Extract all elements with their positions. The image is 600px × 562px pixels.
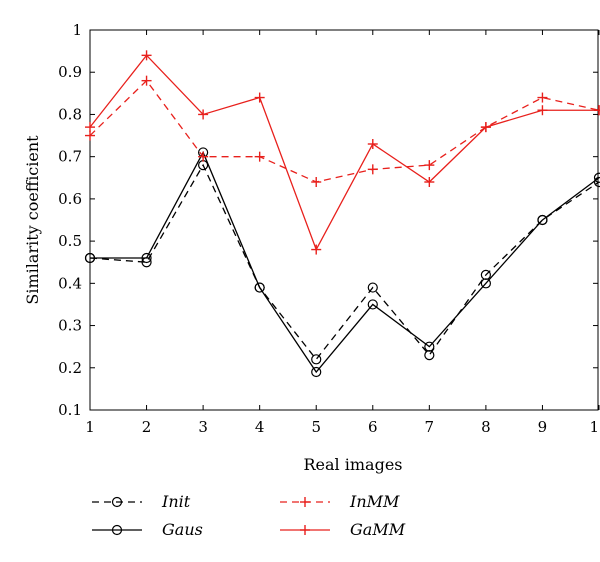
x-tick-label: 10: [589, 418, 600, 436]
x-tick-label: 1: [85, 418, 95, 436]
y-tick-label: 0.2: [58, 359, 82, 377]
data-point-gamm: [537, 105, 547, 115]
x-tick-label: 6: [368, 418, 378, 436]
axis-ticks: 1 2 3 4 5 6 7 8 9 10 0.1 0.2 0.3 0.4 0.5 0.6 0.7 0.8 0.9 1: [58, 21, 600, 436]
series-gamm: [85, 50, 600, 254]
y-tick-label: 1: [72, 21, 82, 39]
x-tick-label: 8: [481, 418, 491, 436]
series-line-inmm: [90, 81, 599, 182]
legend-marker-inmm: [300, 497, 310, 507]
x-tick-label: 4: [255, 418, 265, 436]
y-tick-label: 0.5: [58, 232, 82, 250]
series-line-init: [90, 165, 599, 359]
legend-item-gaus: Gaus: [92, 520, 203, 539]
legend-label-gamm: GaMM: [350, 520, 406, 539]
data-point-inmm: [368, 164, 378, 174]
data-point-inmm: [537, 93, 547, 103]
data-point-gamm: [594, 105, 600, 115]
x-tick-label: 9: [538, 418, 548, 436]
legend-item-inmm: InMM: [280, 492, 400, 511]
data-point-gamm: [255, 93, 265, 103]
x-tick-label: 5: [311, 418, 321, 436]
y-tick-label: 0.4: [58, 274, 82, 292]
legend-marker-gamm: [300, 525, 310, 535]
y-tick-label: 0.7: [58, 148, 82, 166]
legend-label-inmm: InMM: [349, 492, 400, 511]
series-gaus: [86, 148, 600, 377]
legend: Init Gaus InMM GaMM: [92, 492, 406, 539]
legend-item-gamm: GaMM: [280, 520, 406, 539]
y-axis-title: Similarity coefficient: [23, 135, 42, 305]
data-point-inmm: [424, 160, 434, 170]
x-tick-label: 7: [425, 418, 435, 436]
series-inmm: [85, 76, 600, 187]
y-tick-label: 0.6: [58, 190, 82, 208]
legend-label-gaus: Gaus: [162, 520, 203, 539]
data-point-gamm: [368, 139, 378, 149]
legend-label-init: Init: [161, 492, 191, 511]
x-tick-label: 3: [198, 418, 208, 436]
data-point-inmm: [311, 177, 321, 187]
x-axis-title: Real images: [303, 455, 402, 474]
legend-item-init: Init: [92, 492, 191, 511]
series-layer: [85, 50, 600, 376]
y-tick-label: 0.1: [58, 401, 82, 419]
y-tick-label: 0.8: [58, 105, 82, 123]
data-point-gamm: [311, 245, 321, 255]
x-tick-label: 2: [142, 418, 152, 436]
data-point-inmm: [255, 152, 265, 162]
y-tick-label: 0.9: [58, 63, 82, 81]
y-tick-label: 0.3: [58, 317, 82, 335]
series-init: [86, 161, 600, 364]
data-point-init: [312, 355, 321, 364]
data-point-init: [425, 351, 434, 360]
series-line-gaus: [90, 152, 599, 372]
